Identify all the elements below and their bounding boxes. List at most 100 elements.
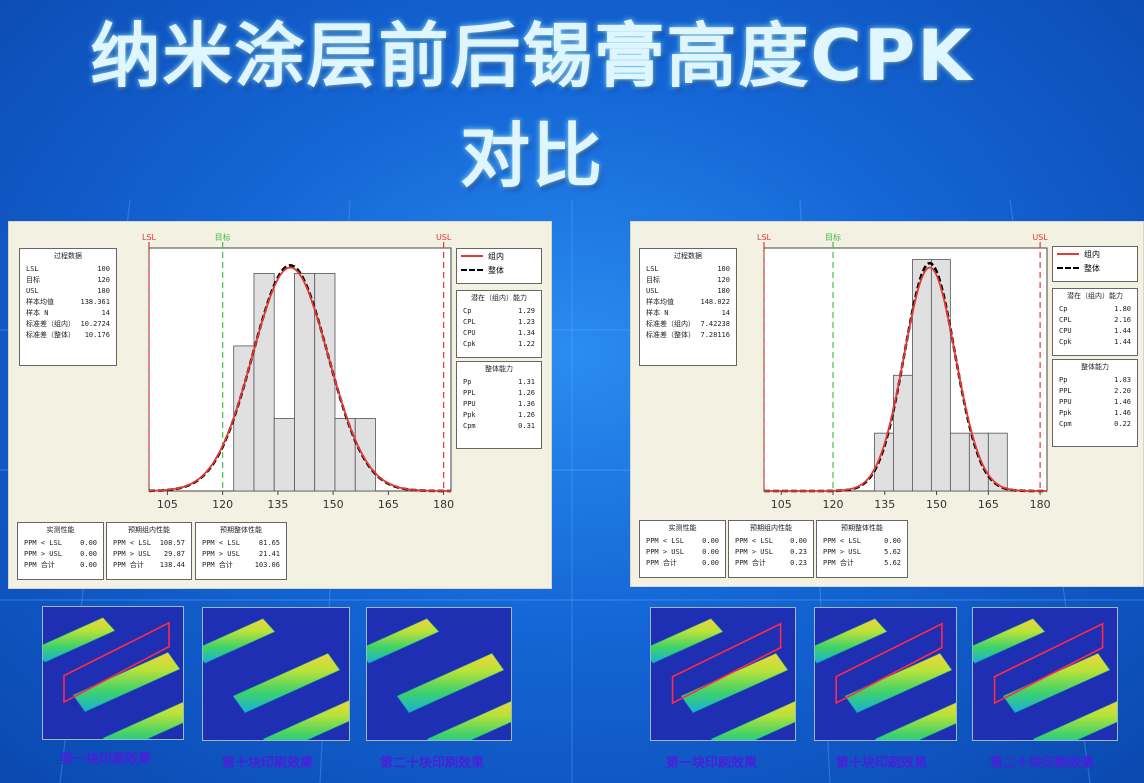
capability-chart-panel-1: LSL 目标 USL 105 120 135 150 165 180 过程数据 LSL 100 目…: [8, 221, 552, 589]
perf-key: PPM 合计: [646, 559, 677, 567]
process-key: 样本均值: [646, 298, 674, 306]
height-map: [203, 608, 349, 740]
histogram-plot: LSL 目标 USL 105 120 135 150 165 180: [757, 232, 1051, 511]
print-result-image: [42, 606, 184, 740]
measure-box: [671, 622, 782, 705]
cap-value: 1.80: [1114, 305, 1131, 313]
overall-curve: [149, 263, 451, 493]
cap-value: 1.36: [518, 400, 535, 408]
perf-value: 0.00: [790, 537, 807, 545]
solder-paste-deposit: [1032, 700, 1117, 740]
overall-capability-box: 整体能力 Pp 1.31 PPL 1.26 PPU 1.36 Ppk 1.26 Cpm 0…: [456, 361, 542, 449]
expected-within-performance-box: 预期组内性能 PPM < LSL 108.57 PPM > USL 29.87 PP…: [106, 522, 192, 580]
process-key: LSL: [646, 265, 659, 273]
histogram-bar: [294, 272, 316, 492]
process-data-box: 过程数据 LSL 100 目标 120 USL 180 样本均值 138.361 样本 …: [19, 248, 117, 366]
perf-key: PPM < LSL: [735, 537, 773, 545]
cap-key: PPL: [1059, 387, 1072, 395]
x-tick-label: 180: [433, 498, 454, 511]
overall-capability-box: 整体能力 Pp 1.83 PPL 2.20 PPU 1.46 Ppk 1.46 Cpm 0…: [1052, 359, 1138, 447]
solder-paste-deposit: [203, 618, 276, 664]
cap-key: PPL: [463, 389, 476, 397]
solder-paste-deposit: [102, 701, 183, 739]
observed-performance-box: 实测性能 PPM < LSL 0.00 PPM > USL 0.00 PPM 合计 0…: [639, 520, 726, 578]
solder-paste-deposit: [973, 618, 1046, 664]
cap-value: 1.23: [518, 318, 535, 326]
process-key: 样本均值: [26, 298, 54, 306]
thumb-caption: 第十块印刷效果: [222, 756, 314, 771]
perf-value: 108.57: [159, 539, 185, 547]
perf-key: PPM < LSL: [823, 537, 861, 545]
process-value: 14: [721, 309, 730, 317]
print-result-image: [366, 607, 512, 741]
perf-value: 5.62: [884, 559, 901, 567]
perf-key: PPM > USL: [735, 548, 773, 556]
chart-legend: 组内 整体: [456, 248, 542, 284]
cap-value: 1.29: [518, 307, 535, 315]
x-tick-label: 120: [823, 498, 844, 511]
cap-value: 1.44: [1114, 327, 1131, 335]
within-capability-box: 潜在（组内）能力 Cp 1.80 CPL 2.16 CPU 1.44 Cpk 1.44: [1052, 288, 1138, 356]
process-value: 180: [97, 287, 110, 295]
process-data-title: 过程数据: [674, 252, 702, 260]
process-key: USL: [26, 287, 39, 295]
x-tick-label: 165: [378, 498, 399, 511]
height-map: [367, 608, 511, 740]
cap-key: CPL: [1059, 316, 1072, 324]
process-value: 120: [97, 276, 110, 284]
process-key: 标准差（整体）: [646, 331, 695, 339]
process-value: 10.176: [84, 331, 110, 339]
solder-paste-deposit: [844, 652, 953, 714]
perf-key: PPM < LSL: [113, 539, 151, 547]
measure-box: [63, 621, 170, 704]
overall-line-swatch: [1057, 267, 1079, 269]
observed-performance-title: 实测性能: [668, 524, 697, 532]
solder-paste-deposit: [651, 618, 724, 664]
histogram-bar: [314, 272, 336, 492]
page-title: 纳米涂层前后锡膏高度CPK: [90, 15, 974, 97]
height-map: [651, 608, 795, 740]
process-key: USL: [646, 287, 659, 295]
cap-key: Ppk: [463, 411, 476, 419]
solder-paste-deposit: [43, 617, 116, 663]
cap-key: Cpk: [463, 340, 476, 348]
cap-value: 1.34: [518, 329, 535, 337]
expected-within-title: 预期组内性能: [750, 524, 792, 532]
histogram-bar: [949, 432, 970, 492]
within-curve: [764, 266, 1047, 492]
histogram-bar: [968, 432, 989, 492]
cap-value: 0.22: [1114, 420, 1131, 428]
legend-overall: 整体: [488, 265, 504, 275]
cap-key: PPU: [1059, 398, 1072, 406]
process-value: 138.361: [80, 298, 110, 306]
overall-capability-title: 整体能力: [1081, 363, 1109, 371]
solder-paste-deposit: [426, 700, 511, 740]
print-result-image: [972, 607, 1118, 741]
perf-value: 21.41: [258, 550, 280, 558]
within-curve: [148, 266, 451, 492]
process-value: 100: [717, 265, 730, 273]
x-tick-label: 120: [212, 498, 233, 511]
cap-key: PPU: [463, 400, 476, 408]
process-key: 样本 N: [646, 309, 669, 317]
expected-overall-title: 预期整体性能: [841, 524, 883, 532]
expected-overall-performance-box: 预期整体性能 PPM < LSL 81.65 PPM > USL 21.41 PPM…: [195, 522, 287, 580]
perf-key: PPM < LSL: [24, 539, 62, 547]
histogram-bar: [354, 418, 376, 492]
thumb-caption: 第十块印刷效果: [836, 756, 928, 771]
observed-performance-box: 实测性能 PPM < LSL 0.00 PPM > USL 0.00 PPM 合计 0…: [17, 522, 104, 580]
expected-overall-title: 预期整体性能: [220, 526, 262, 534]
perf-key: PPM 合计: [823, 559, 854, 567]
usl-line-label: USL: [1032, 233, 1048, 242]
perf-value: 81.65: [258, 539, 280, 547]
cap-value: 1.83: [1114, 376, 1131, 384]
print-result-image: [814, 607, 957, 741]
cap-value: 1.22: [518, 340, 535, 348]
lsl-line-label: LSL: [757, 233, 772, 242]
observed-performance-title: 实测性能: [46, 526, 75, 534]
perf-value: 0.00: [80, 539, 97, 547]
measure-box: [993, 622, 1104, 705]
solder-paste-deposit: [232, 652, 341, 714]
expected-within-performance-box: 预期组内性能 PPM < LSL 0.00 PPM > USL 0.23 PPM 合…: [728, 520, 814, 578]
process-key: LSL: [26, 265, 39, 273]
